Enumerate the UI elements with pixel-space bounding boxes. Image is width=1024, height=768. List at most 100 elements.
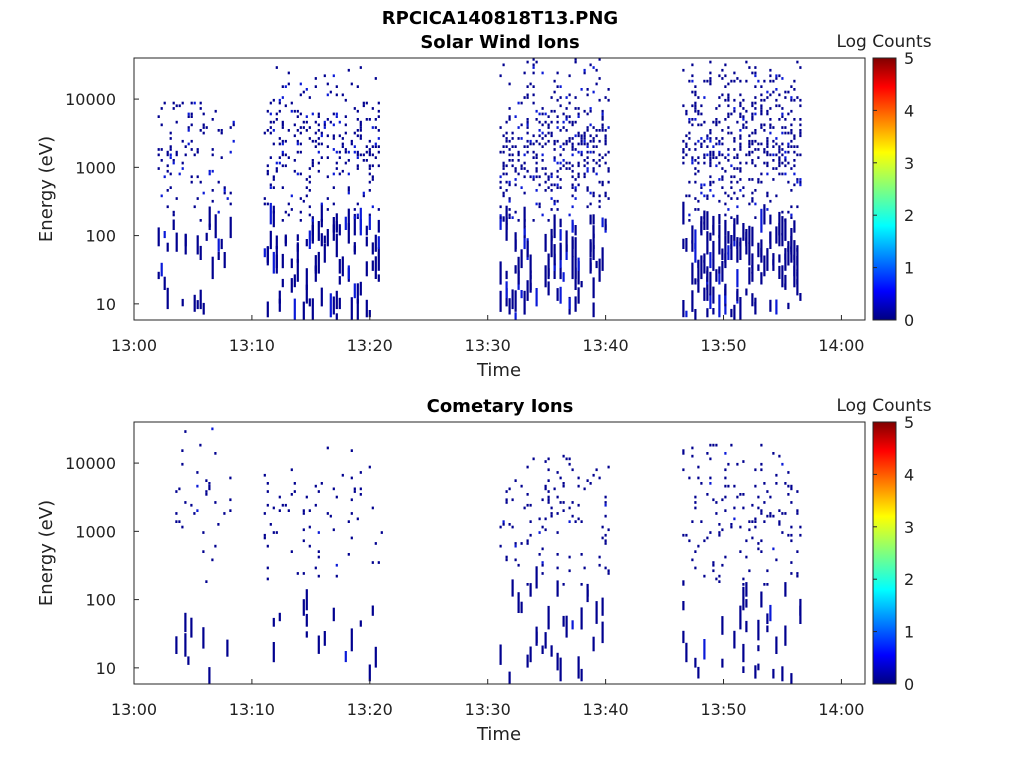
count-cell: [772, 153, 775, 157]
count-cell: [511, 525, 514, 529]
count-cell: [514, 542, 517, 545]
count-cell: [181, 101, 184, 105]
count-cell: [544, 517, 547, 521]
count-cell: [790, 189, 793, 192]
count-cell: [305, 129, 308, 132]
count-cell: [317, 137, 320, 140]
count-cell: [299, 112, 302, 116]
count-cell: [514, 169, 517, 173]
count-cell: [266, 301, 269, 318]
count-cell: [281, 278, 284, 288]
count-cell: [685, 310, 688, 318]
count-cell: [766, 153, 769, 157]
count-cell: [787, 246, 790, 266]
count-cell: [754, 517, 757, 521]
count-cell: [742, 186, 745, 189]
count-cell: [790, 98, 793, 102]
count-cell: [296, 572, 299, 575]
count-cell: [508, 183, 511, 187]
x-tick-label: 13:00: [111, 336, 157, 355]
count-cell: [790, 213, 793, 217]
count-cell: [302, 126, 305, 129]
count-cell: [371, 175, 374, 179]
count-cell: [568, 457, 571, 461]
count-cell: [592, 90, 595, 94]
count-cell: [190, 617, 193, 638]
count-cell: [332, 123, 335, 127]
count-cell: [302, 528, 305, 532]
count-cell: [538, 142, 541, 146]
x-tick-label: 13:40: [583, 336, 629, 355]
count-cell: [799, 118, 802, 121]
count-cell: [598, 563, 601, 567]
count-cell: [766, 172, 769, 176]
count-cell: [718, 523, 721, 526]
count-cell: [187, 112, 190, 116]
count-cell: [278, 156, 281, 159]
count-cell: [305, 115, 308, 118]
count-cell: [166, 169, 169, 173]
count-cell: [347, 186, 350, 189]
count-cell: [604, 542, 607, 545]
count-cell: [320, 204, 323, 228]
count-cell: [697, 112, 700, 116]
count-cell: [796, 245, 799, 252]
count-cell: [586, 167, 589, 170]
count-cell: [793, 134, 796, 138]
count-cell: [739, 297, 742, 320]
count-cell: [754, 131, 757, 135]
count-cell: [781, 512, 784, 515]
count-cell: [766, 569, 769, 573]
count-cell: [338, 224, 341, 236]
count-cell: [508, 139, 511, 143]
count-cell: [547, 468, 550, 472]
count-cell: [682, 630, 685, 644]
count-cell: [703, 183, 706, 187]
count-cell: [511, 137, 514, 140]
count-cell: [541, 498, 544, 502]
count-cell: [193, 512, 196, 515]
count-cell: [356, 134, 359, 138]
count-cell: [571, 169, 574, 173]
count-cell: [202, 627, 205, 649]
count-cell: [592, 473, 595, 477]
count-cell: [190, 112, 193, 116]
count-cell: [574, 186, 577, 189]
x-axis-label: Time: [476, 724, 521, 745]
count-cell: [700, 104, 703, 108]
count-cell: [577, 115, 580, 118]
count-cell: [766, 625, 769, 633]
count-cell: [529, 175, 532, 179]
count-cell: [368, 167, 371, 170]
count-cell: [556, 199, 559, 203]
colorbar-label: Log Counts: [836, 32, 931, 52]
count-cell: [712, 120, 715, 124]
count-cell: [229, 509, 232, 512]
panel-title: Solar Wind Ions: [420, 32, 579, 53]
count-cell: [266, 109, 269, 113]
count-cell: [281, 153, 284, 157]
count-cell: [556, 288, 559, 301]
count-cell: [302, 572, 305, 575]
count-cell: [577, 656, 580, 679]
count-cell: [296, 244, 299, 252]
count-cell: [607, 169, 610, 173]
count-cell: [514, 479, 517, 482]
count-cell: [784, 253, 787, 271]
count-cell: [526, 85, 529, 88]
count-cell: [754, 96, 757, 99]
count-cell: [718, 580, 721, 583]
count-cell: [727, 148, 730, 151]
count-cell: [347, 68, 350, 72]
count-cell: [514, 232, 517, 249]
count-cell: [284, 503, 287, 507]
count-cell: [529, 270, 532, 280]
count-cell: [511, 216, 514, 219]
count-cell: [769, 123, 772, 127]
count-cell: [715, 269, 718, 282]
x-tick-label: 13:20: [347, 700, 393, 719]
count-cell: [778, 454, 781, 458]
count-cell: [550, 208, 553, 211]
count-cell: [718, 150, 721, 154]
